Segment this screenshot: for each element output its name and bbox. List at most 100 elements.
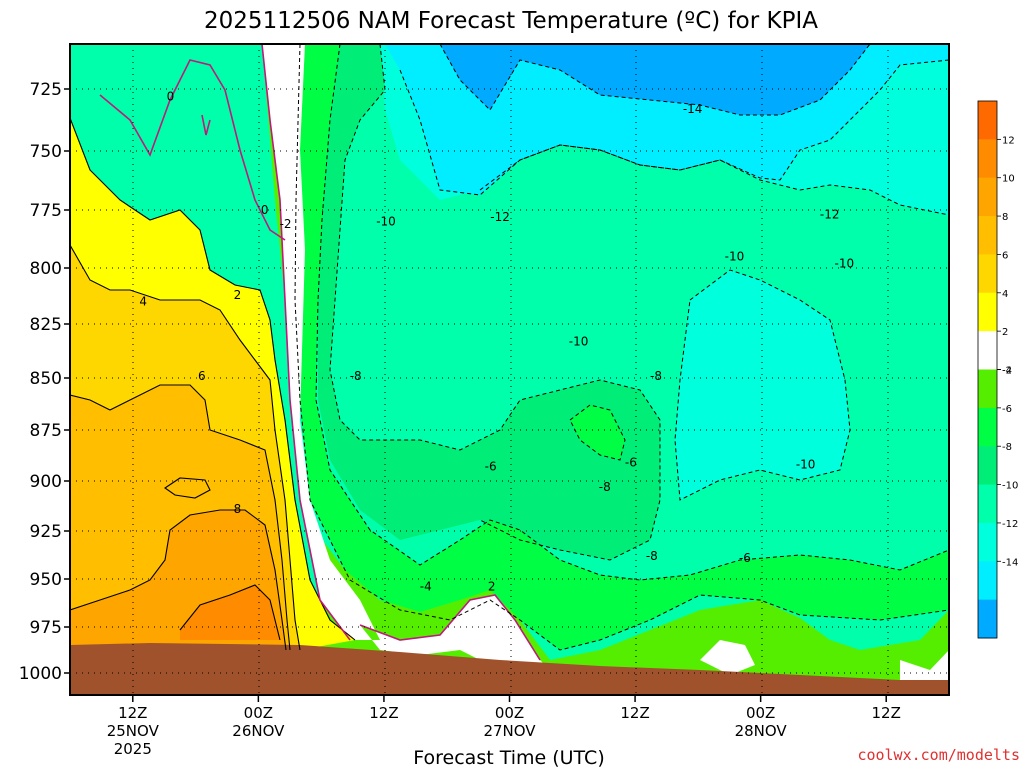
colorbar-label: 8 xyxy=(1002,212,1008,223)
credit-text: coolwx.com/modelts xyxy=(857,746,1020,764)
colorbar-bin xyxy=(978,216,997,255)
x-tick-label: 12Z xyxy=(620,704,649,722)
contour-6 xyxy=(70,384,291,651)
chart-title: 2025112506 NAM Forecast Temperature (ºC)… xyxy=(204,8,818,34)
field-cool-4-blob xyxy=(570,405,625,460)
contour-minus-6 xyxy=(315,44,949,581)
field-cool-8 xyxy=(318,44,660,560)
field-neutral xyxy=(70,44,949,680)
contour-label: 2 xyxy=(234,288,242,302)
x-tick-label: 26NOV xyxy=(232,722,285,740)
colorbar-bin xyxy=(978,561,997,601)
contour-minus-6-blob xyxy=(569,404,626,461)
contour-label: -8 xyxy=(599,480,611,494)
colorbar-bin xyxy=(978,101,997,140)
colorbar-label: 4 xyxy=(1002,289,1008,300)
contour-label: -6 xyxy=(739,551,751,565)
colorbar-label: -6 xyxy=(1002,404,1012,415)
x-tick-label: 12Z xyxy=(118,704,147,722)
contour-label: -8 xyxy=(646,549,658,563)
contour-6-loop xyxy=(164,477,211,499)
contour-label: 0 xyxy=(167,89,175,103)
x-tick-label: 27NOV xyxy=(483,722,536,740)
dashed-contours xyxy=(294,44,949,651)
contour-label: -2 xyxy=(280,217,292,231)
x-tick-label: 00Z xyxy=(746,704,775,722)
colorbar-bin xyxy=(978,407,997,447)
contour-label: -14 xyxy=(683,102,703,116)
contour-label: -6 xyxy=(625,456,637,470)
contour-10 xyxy=(179,584,281,641)
x-tick-label: 28NOV xyxy=(735,722,788,740)
colorbar-bin xyxy=(978,484,997,524)
y-tick-label: 950 xyxy=(30,570,62,590)
ground-terrain xyxy=(70,643,949,695)
freezing-line-upper xyxy=(99,59,286,241)
contour-lines xyxy=(70,117,356,651)
contour-label: -8 xyxy=(350,369,362,383)
colorbar-label: -12 xyxy=(1002,519,1018,530)
contour-minus-4 xyxy=(294,44,949,651)
grid xyxy=(70,44,949,695)
y-tick-label: 750 xyxy=(30,142,62,162)
contour-label: -10 xyxy=(725,249,745,263)
contour-minus-12 xyxy=(479,144,949,216)
colorbar-label: -14 xyxy=(1002,557,1018,568)
colorbar-bin xyxy=(978,369,997,409)
field-cool-6 xyxy=(295,44,949,650)
y-tick-label: 825 xyxy=(30,315,62,335)
freezing-lines xyxy=(99,44,541,661)
contour-label: -4 xyxy=(420,580,432,594)
contour-label: -10 xyxy=(835,256,855,270)
colorbar-bin xyxy=(978,292,997,332)
x-tick-label: 00Z xyxy=(495,704,524,722)
field-cold-14-core xyxy=(440,44,870,115)
contour-minus-8 xyxy=(329,44,661,561)
field-cold-10-lobe xyxy=(675,270,850,500)
x-tick-label: 12Z xyxy=(369,704,398,722)
contour-label: -12 xyxy=(490,210,510,224)
contour-label: -10 xyxy=(376,215,396,229)
y-tick-label: 775 xyxy=(30,201,62,221)
freezing-line-main xyxy=(261,44,351,641)
y-tick-label: 875 xyxy=(30,421,62,441)
contour-label: 6 xyxy=(198,369,206,383)
contour-label: 2 xyxy=(488,580,496,594)
colorbar-bin xyxy=(978,139,997,179)
y-tick-label: 1000 xyxy=(19,664,62,684)
y-tick-label: 850 xyxy=(30,369,62,389)
contour-label: -8 xyxy=(650,369,662,383)
x-tick-label: 2025 xyxy=(114,740,152,758)
y-axis: 725 750 775 800 825 850 875 900 925 950 975 1000 xyxy=(19,80,70,684)
colorbar-bin xyxy=(978,177,997,217)
colorbar-label: 6 xyxy=(1002,250,1008,261)
colorbar-label: 10 xyxy=(1002,174,1015,185)
colorbar-bin xyxy=(978,599,997,639)
colorbar: 12 10 8 6 4 2 -2-4 -6 -8 -10 -12 -14 xyxy=(977,100,1018,639)
colorbar-bin xyxy=(978,522,997,562)
field-warm-10 xyxy=(180,585,280,640)
y-tick-label: 900 xyxy=(30,472,62,492)
y-tick-label: 975 xyxy=(30,618,62,638)
colorbar-label: -2 xyxy=(1002,366,1012,377)
contour-label: -12 xyxy=(820,208,840,222)
colorbar-bin xyxy=(978,331,997,370)
colorbar-label: 12 xyxy=(1002,135,1015,146)
colorbar-bin xyxy=(978,446,997,486)
contour-label: 8 xyxy=(234,502,242,516)
contour-label: -6 xyxy=(485,460,497,474)
contour-2 xyxy=(70,117,356,641)
contour-8 xyxy=(70,509,287,651)
colorbar-bin xyxy=(978,254,997,294)
freezing-line-lower xyxy=(359,594,541,661)
colorbar-label: 2 xyxy=(1002,327,1008,338)
y-tick-label: 725 xyxy=(30,80,62,100)
x-tick-label: 25NOV xyxy=(107,722,160,740)
colorbar-label: -8 xyxy=(1002,442,1012,453)
contour-label: -10 xyxy=(796,458,816,472)
freezing-line-dip xyxy=(201,114,211,136)
colorbar-label: -10 xyxy=(1002,481,1018,492)
y-tick-label: 800 xyxy=(30,259,62,279)
